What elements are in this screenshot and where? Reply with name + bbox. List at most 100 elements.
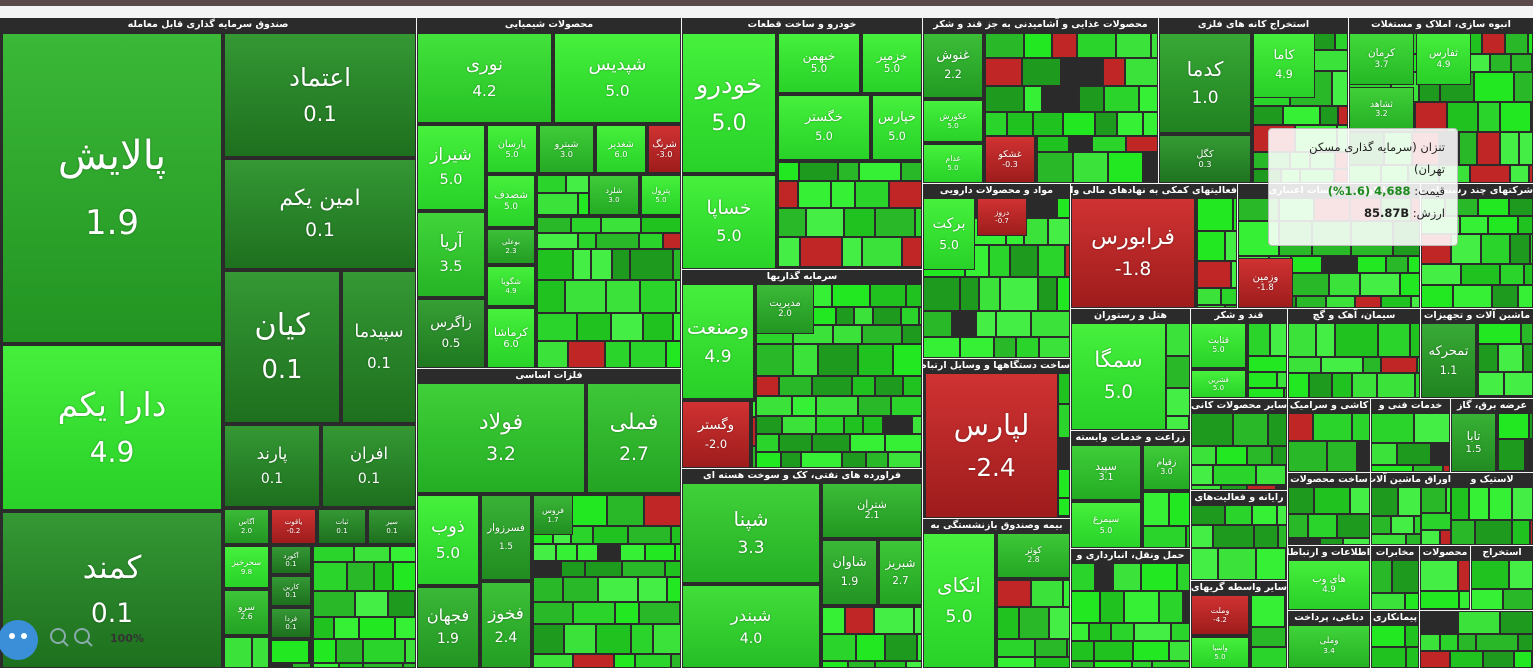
stock-cell[interactable] <box>309 640 311 663</box>
stock-tile[interactable]: خبهمن 5.0 <box>778 33 860 93</box>
stock-cell[interactable] <box>923 277 960 311</box>
stock-cell[interactable] <box>1111 623 1134 641</box>
stock-cell[interactable] <box>612 249 630 280</box>
stock-cell[interactable] <box>1478 198 1509 216</box>
stock-cell[interactable] <box>1253 106 1283 125</box>
stock-cell[interactable] <box>537 175 566 193</box>
stock-cell[interactable] <box>537 249 573 280</box>
stock-cell[interactable] <box>1381 296 1411 308</box>
stock-cell[interactable] <box>1152 661 1190 668</box>
stock-cell[interactable] <box>1058 373 1070 404</box>
stock-tile[interactable]: کرمان 3.7 <box>1349 33 1414 85</box>
stock-cell[interactable] <box>1037 136 1069 152</box>
stock-cell[interactable] <box>1077 33 1116 58</box>
stock-cell[interactable] <box>1447 102 1478 132</box>
stock-tile[interactable]: آریا 3.5 <box>417 212 485 297</box>
stock-tile[interactable]: فجهان 1.9 <box>417 587 479 668</box>
stock-cell[interactable] <box>1478 396 1506 398</box>
stock-cell[interactable] <box>1421 285 1453 308</box>
stock-cell[interactable] <box>1039 337 1070 358</box>
stock-cell[interactable] <box>875 376 903 396</box>
stock-tile[interactable]: مدیریت 2.0 <box>756 284 814 334</box>
stock-cell[interactable] <box>1498 344 1523 372</box>
stock-cell[interactable] <box>1010 245 1038 277</box>
stock-cell[interactable] <box>568 341 605 368</box>
stock-cell[interactable] <box>844 208 875 237</box>
stock-cell[interactable] <box>591 249 612 280</box>
stock-cell[interactable] <box>1377 373 1415 398</box>
stock-cell[interactable] <box>1511 54 1532 72</box>
stock-cell[interactable] <box>1278 525 1287 548</box>
stock-cell[interactable] <box>1038 277 1057 311</box>
stock-tile[interactable]: غکورش 5.0 <box>923 100 983 142</box>
stock-cell[interactable] <box>1191 525 1213 548</box>
stock-cell[interactable] <box>1482 33 1505 54</box>
stock-tile[interactable]: فروس 1.7 <box>533 495 573 535</box>
stock-cell[interactable] <box>858 344 893 376</box>
stock-cell[interactable] <box>1308 514 1337 538</box>
stock-cell[interactable] <box>1478 323 1521 344</box>
stock-cell[interactable] <box>781 452 801 468</box>
stock-cell[interactable] <box>1413 465 1443 472</box>
stock-cell[interactable] <box>1067 639 1070 657</box>
stock-cell[interactable] <box>1296 296 1326 308</box>
stock-cell[interactable] <box>1277 505 1287 525</box>
stock-tile[interactable]: فخوز 2.4 <box>481 582 531 668</box>
stock-cell[interactable] <box>779 376 812 396</box>
stock-cell[interactable] <box>1471 560 1509 589</box>
stock-cell[interactable] <box>1518 634 1533 651</box>
stock-cell[interactable] <box>628 526 671 544</box>
stock-cell[interactable] <box>665 561 681 577</box>
stock-cell[interactable] <box>1405 593 1419 610</box>
stock-cell[interactable] <box>1100 591 1124 623</box>
stock-tile[interactable]: کیان 0.1 <box>224 271 340 423</box>
stock-cell[interactable] <box>334 617 359 639</box>
stock-tile[interactable]: واسپا 5.0 <box>1191 637 1249 668</box>
stock-cell[interactable] <box>537 341 568 368</box>
stock-cell[interactable] <box>1225 231 1237 261</box>
stock-cell[interactable] <box>1191 505 1225 525</box>
stock-cell[interactable] <box>810 267 840 269</box>
stock-cell[interactable] <box>1288 357 1321 373</box>
stock-cell[interactable] <box>997 607 1019 639</box>
stock-cell[interactable] <box>578 193 589 215</box>
stock-cell[interactable] <box>793 344 818 376</box>
stock-cell[interactable] <box>1406 534 1421 545</box>
stock-cell[interactable] <box>1453 285 1492 308</box>
stock-cell[interactable] <box>1108 152 1143 183</box>
stock-tile[interactable]: سمگا 5.0 <box>1071 323 1166 430</box>
stock-cell[interactable] <box>1023 198 1057 218</box>
stock-cell[interactable] <box>778 267 810 269</box>
stock-cell[interactable] <box>997 657 1035 668</box>
stock-cell[interactable] <box>614 654 635 668</box>
stock-cell[interactable] <box>996 311 1031 337</box>
stock-cell[interactable] <box>1451 487 1469 520</box>
stock-cell[interactable] <box>863 416 883 434</box>
stock-cell[interactable] <box>1095 563 1113 591</box>
stock-cell[interactable] <box>1458 634 1476 651</box>
stock-cell[interactable] <box>666 341 681 368</box>
stock-cell[interactable] <box>1498 413 1529 439</box>
stock-cell[interactable] <box>1213 465 1256 485</box>
stock-tile[interactable]: افران 0.1 <box>322 425 416 507</box>
stock-cell[interactable] <box>1247 485 1276 490</box>
stock-cell[interactable] <box>756 452 781 468</box>
stock-cell[interactable] <box>671 654 681 668</box>
stock-cell[interactable] <box>388 591 415 617</box>
stock-cell[interactable] <box>1159 591 1183 623</box>
stock-tile[interactable]: نوری 4.2 <box>417 33 552 123</box>
stock-cell[interactable] <box>1132 661 1152 668</box>
stock-cell[interactable] <box>1414 413 1450 443</box>
stock-tile[interactable]: کرماشا 6.0 <box>487 308 535 368</box>
stock-tile[interactable]: فردا 0.1 <box>271 608 311 638</box>
stock-cell[interactable] <box>1197 231 1225 261</box>
stock-cell[interactable] <box>1024 86 1042 112</box>
stock-cell[interactable] <box>906 284 922 307</box>
stock-cell[interactable] <box>1113 563 1141 591</box>
stock-cell[interactable] <box>1191 446 1216 465</box>
stock-cell[interactable] <box>1350 487 1370 514</box>
stock-cell[interactable] <box>1512 520 1530 545</box>
stock-cell[interactable] <box>1248 388 1284 398</box>
stock-tile[interactable]: کوثر 2.8 <box>997 533 1070 578</box>
stock-cell[interactable] <box>752 401 756 417</box>
